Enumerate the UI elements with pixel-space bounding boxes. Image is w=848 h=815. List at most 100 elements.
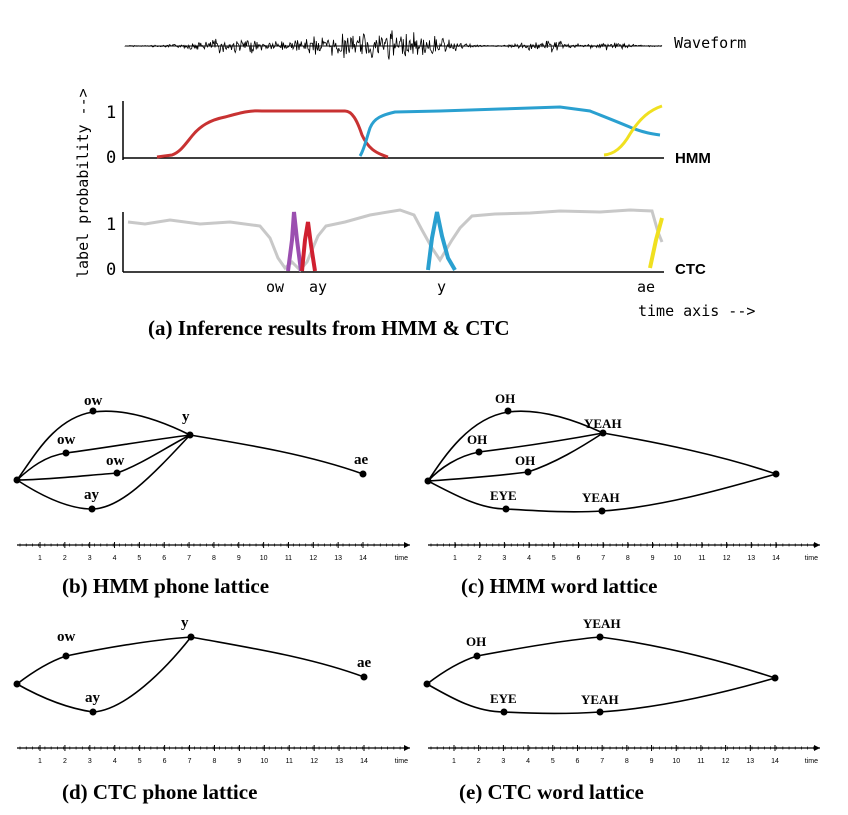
- time-tick-label: 10: [260, 555, 268, 562]
- time-tick-label: 13: [746, 758, 754, 765]
- time-tick-label: 2: [478, 555, 482, 562]
- b-node-label: ae: [354, 452, 369, 468]
- e-node-label: YEAH: [583, 616, 621, 631]
- hmm-label: HMM: [675, 150, 711, 167]
- time-tick-label: 1: [38, 758, 42, 765]
- time-tick-label: 9: [650, 758, 654, 765]
- time-tick-label: 1: [453, 555, 457, 562]
- b-node-label: ow: [106, 453, 125, 469]
- time-tick-label: 9: [237, 555, 241, 562]
- caption-b: (b) HMM phone lattice: [62, 574, 269, 598]
- time-tick-label: 5: [552, 555, 556, 562]
- time-tick-label: 11: [286, 758, 293, 765]
- d-node-label: y: [181, 615, 189, 631]
- caption-e: (e) CTC word lattice: [459, 780, 644, 804]
- waveform-trace: [124, 30, 663, 60]
- time-tick-label: 13: [334, 555, 342, 562]
- hmm-tick-one: 1: [106, 103, 116, 123]
- b-node-label: ow: [84, 393, 103, 409]
- time-tick-label: 4: [527, 555, 531, 562]
- panel-b: ow ow ow ay y ae 1 2 3 4 5 6 7 8 9 10 11 12 13 14 time…: [13, 393, 410, 598]
- panel-c: OH OH OH EYE YEAH YEAH 1 2 3 4 5 6 7 8 9 10 11 12 13…: [424, 391, 820, 598]
- hmm-ae-curve: [603, 104, 663, 157]
- b-node-label: ay: [84, 487, 100, 503]
- time-tick-label: 5: [138, 758, 142, 765]
- waveform-label: Waveform: [674, 34, 746, 52]
- arrow-icon: [814, 542, 820, 548]
- x-axis-label: time axis -->: [638, 302, 755, 320]
- spike-label-ow: ow: [266, 278, 285, 296]
- time-tick-label: 8: [625, 758, 629, 765]
- time-tick-label: 11: [697, 758, 704, 765]
- time-tick-label: 4: [113, 555, 117, 562]
- e-node-label: OH: [466, 634, 486, 649]
- time-tick-label: 4: [113, 758, 117, 765]
- time-axis-b: 1 2 3 4 5 6 7 8 9 10 11 12 13 14 time: [17, 542, 410, 562]
- time-tick-label: 14: [772, 555, 780, 562]
- caption-a: (a) Inference results from HMM & CTC: [148, 316, 510, 340]
- time-tick-label: 4: [526, 758, 530, 765]
- e-node-label: EYE: [490, 691, 517, 706]
- time-axis-d: 1 2 3 4 5 6 7 8 9 10 11 12 13 14 time: [17, 745, 410, 765]
- ctc-tick-zero: 0: [106, 260, 116, 280]
- time-tick-label: 8: [213, 758, 217, 765]
- hmm-y-curve: [358, 105, 661, 157]
- spike-label-y: y: [437, 278, 446, 296]
- ctc-tick-one: 1: [106, 215, 116, 235]
- c-node-label: EYE: [490, 488, 517, 503]
- hmm-ow-ay-curve: [156, 109, 389, 159]
- time-tick-label: 9: [237, 758, 241, 765]
- time-tick-label: 2: [477, 758, 481, 765]
- time-tick-label: 9: [651, 555, 655, 562]
- ctc-ow-spike: [286, 211, 303, 272]
- time-tick-label: 3: [88, 758, 92, 765]
- time-tick-label: 8: [212, 555, 216, 562]
- ctc-ae-spike: [648, 217, 664, 269]
- panel-e: OH EYE YEAH YEAH 1 2 3 4 5 6 7 8 9 10 11 12 13 14 time…: [423, 616, 820, 804]
- time-tick-label: 1: [452, 758, 456, 765]
- c-node-label: OH: [515, 453, 535, 468]
- d-node-label: ow: [57, 629, 76, 645]
- time-tick-label: 10: [673, 555, 681, 562]
- time-tick-label: 1: [38, 555, 42, 562]
- time-axis-label: time: [395, 758, 408, 765]
- time-tick-label: 12: [309, 555, 317, 562]
- time-axis-e: 1 2 3 4 5 6 7 8 9 10 11 12 13 14 time: [428, 745, 820, 765]
- panel-d: ow ay y ae 1 2 3 4 5 6 7 8 9 10 11 12 13 14 time (d) C…: [13, 615, 410, 804]
- time-tick-label: 6: [577, 555, 581, 562]
- ctc-y-spike: [426, 211, 457, 272]
- time-axis-label: time: [805, 555, 818, 562]
- time-tick-label: 5: [137, 555, 141, 562]
- time-tick-label: 6: [162, 555, 166, 562]
- time-tick-label: 11: [698, 555, 705, 562]
- ctc-ay-spike: [300, 221, 317, 272]
- time-tick-label: 10: [672, 758, 680, 765]
- waveform-path: [124, 30, 663, 60]
- y-axis-label: label probability -->: [74, 88, 92, 278]
- time-axis-c: 1 2 3 4 5 6 7 8 9 10 11 12 13 14 time: [428, 542, 820, 562]
- time-tick-label: 13: [747, 555, 755, 562]
- time-tick-label: 3: [88, 555, 92, 562]
- caption-d: (d) CTC phone lattice: [62, 780, 257, 804]
- arrow-icon: [404, 542, 410, 548]
- time-tick-label: 3: [502, 555, 506, 562]
- caption-c: (c) HMM word lattice: [461, 574, 658, 598]
- time-tick-label: 7: [188, 758, 192, 765]
- hmm-tick-zero: 0: [106, 148, 116, 168]
- time-tick-label: 14: [359, 555, 367, 562]
- d-node-label: ae: [357, 655, 372, 671]
- time-tick-label: 12: [310, 758, 318, 765]
- arrow-icon: [814, 745, 820, 751]
- time-tick-label: 6: [576, 758, 580, 765]
- spike-label-ae: ae: [637, 278, 655, 296]
- time-tick-label: 8: [626, 555, 630, 562]
- time-tick-label: 11: [285, 555, 292, 562]
- time-tick-label: 2: [63, 758, 67, 765]
- b-node-label: y: [182, 409, 190, 425]
- arrow-icon: [404, 745, 410, 751]
- time-tick-label: 14: [360, 758, 368, 765]
- time-tick-label: 5: [551, 758, 555, 765]
- time-tick-label: 7: [601, 555, 605, 562]
- c-node-label: YEAH: [584, 416, 622, 431]
- time-tick-label: 13: [335, 758, 343, 765]
